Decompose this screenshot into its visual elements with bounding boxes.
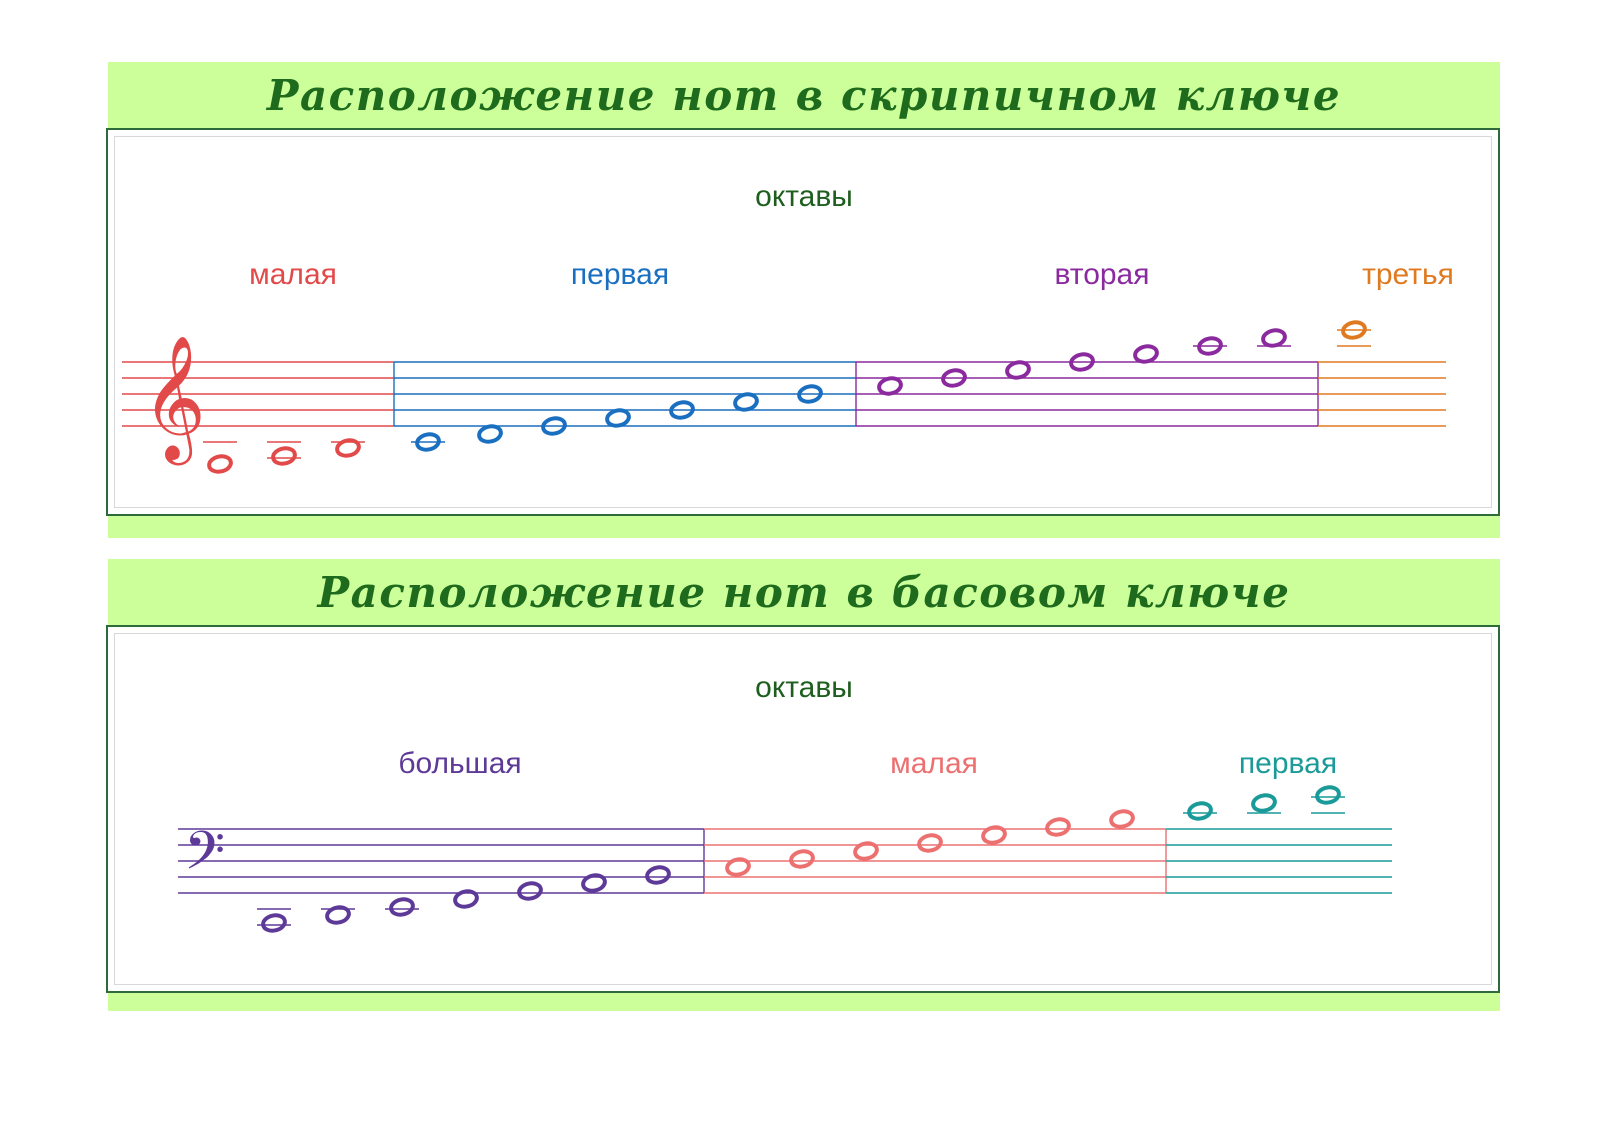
treble-staff: 𝄞: [122, 320, 1446, 474]
bass-note: [581, 873, 607, 893]
treble-octave-label-first: первая: [570, 258, 670, 291]
treble-note: [1261, 328, 1287, 348]
bass-octave-label-first: первая: [1238, 747, 1338, 780]
bass-note: [789, 849, 815, 869]
bass-frame: [106, 625, 1500, 993]
treble-note: [669, 400, 695, 420]
treble-note: [207, 454, 233, 474]
treble-note: [1005, 360, 1031, 380]
bass-note: [389, 897, 415, 917]
bass-banner: Расположение нот в басовом ключе: [108, 559, 1500, 625]
bass-note: [1187, 801, 1213, 821]
bass-inner-frame: [114, 633, 1492, 985]
treble-inner-frame: [114, 136, 1492, 508]
treble-note: [477, 424, 503, 444]
bass-note: [981, 825, 1007, 845]
treble-note: [941, 368, 967, 388]
bass-octave-label-small: малая: [890, 747, 978, 780]
bass-note: [261, 913, 287, 933]
bass-note: [325, 905, 351, 925]
treble-note: [877, 376, 903, 396]
bass-octaves-title: октавы: [755, 671, 853, 704]
treble-octave-label-third: третья: [1362, 258, 1454, 291]
bass-note: [517, 881, 543, 901]
treble-bottom-strip: [108, 516, 1500, 538]
bass-note: [853, 841, 879, 861]
treble-title: Расположение нот в скрипичном ключе: [266, 70, 1342, 120]
treble-note: [733, 392, 759, 412]
treble-note: [335, 438, 361, 458]
bass-clef-icon: 𝄢: [184, 821, 225, 895]
treble-note: [1341, 320, 1367, 340]
treble-note: [271, 446, 297, 466]
bass-panel: Расположение нот в басовом ключе 𝄢 октав…: [106, 559, 1500, 1011]
bass-staff: 𝄢: [178, 785, 1392, 933]
treble-note: [797, 384, 823, 404]
bass-octave-label-great: большая: [398, 747, 522, 780]
treble-note: [605, 408, 631, 428]
treble-note: [1197, 336, 1223, 356]
treble-note: [415, 432, 441, 452]
bass-note: [1251, 793, 1277, 813]
treble-panel: Расположение нот в скрипичном ключе 𝄞 ок…: [106, 62, 1500, 538]
treble-octaves-title: октавы: [755, 180, 853, 213]
bass-bottom-strip: [108, 989, 1500, 1011]
treble-note: [1133, 344, 1159, 364]
bass-note: [1045, 817, 1071, 837]
treble-note: [1069, 352, 1095, 372]
bass-note: [917, 833, 943, 853]
treble-octave-label-second: вторая: [1054, 258, 1150, 291]
treble-octave-label-small: малая: [249, 258, 337, 291]
bass-note: [725, 857, 751, 877]
treble-banner: Расположение нот в скрипичном ключе: [108, 62, 1500, 128]
bass-note: [1109, 809, 1135, 829]
bass-note: [645, 865, 671, 885]
treble-clef-icon: 𝄞: [142, 335, 206, 465]
bass-note: [1315, 785, 1341, 805]
bass-title: Расположение нот в басовом ключе: [317, 567, 1291, 617]
treble-note: [541, 416, 567, 436]
bass-note: [453, 889, 479, 909]
